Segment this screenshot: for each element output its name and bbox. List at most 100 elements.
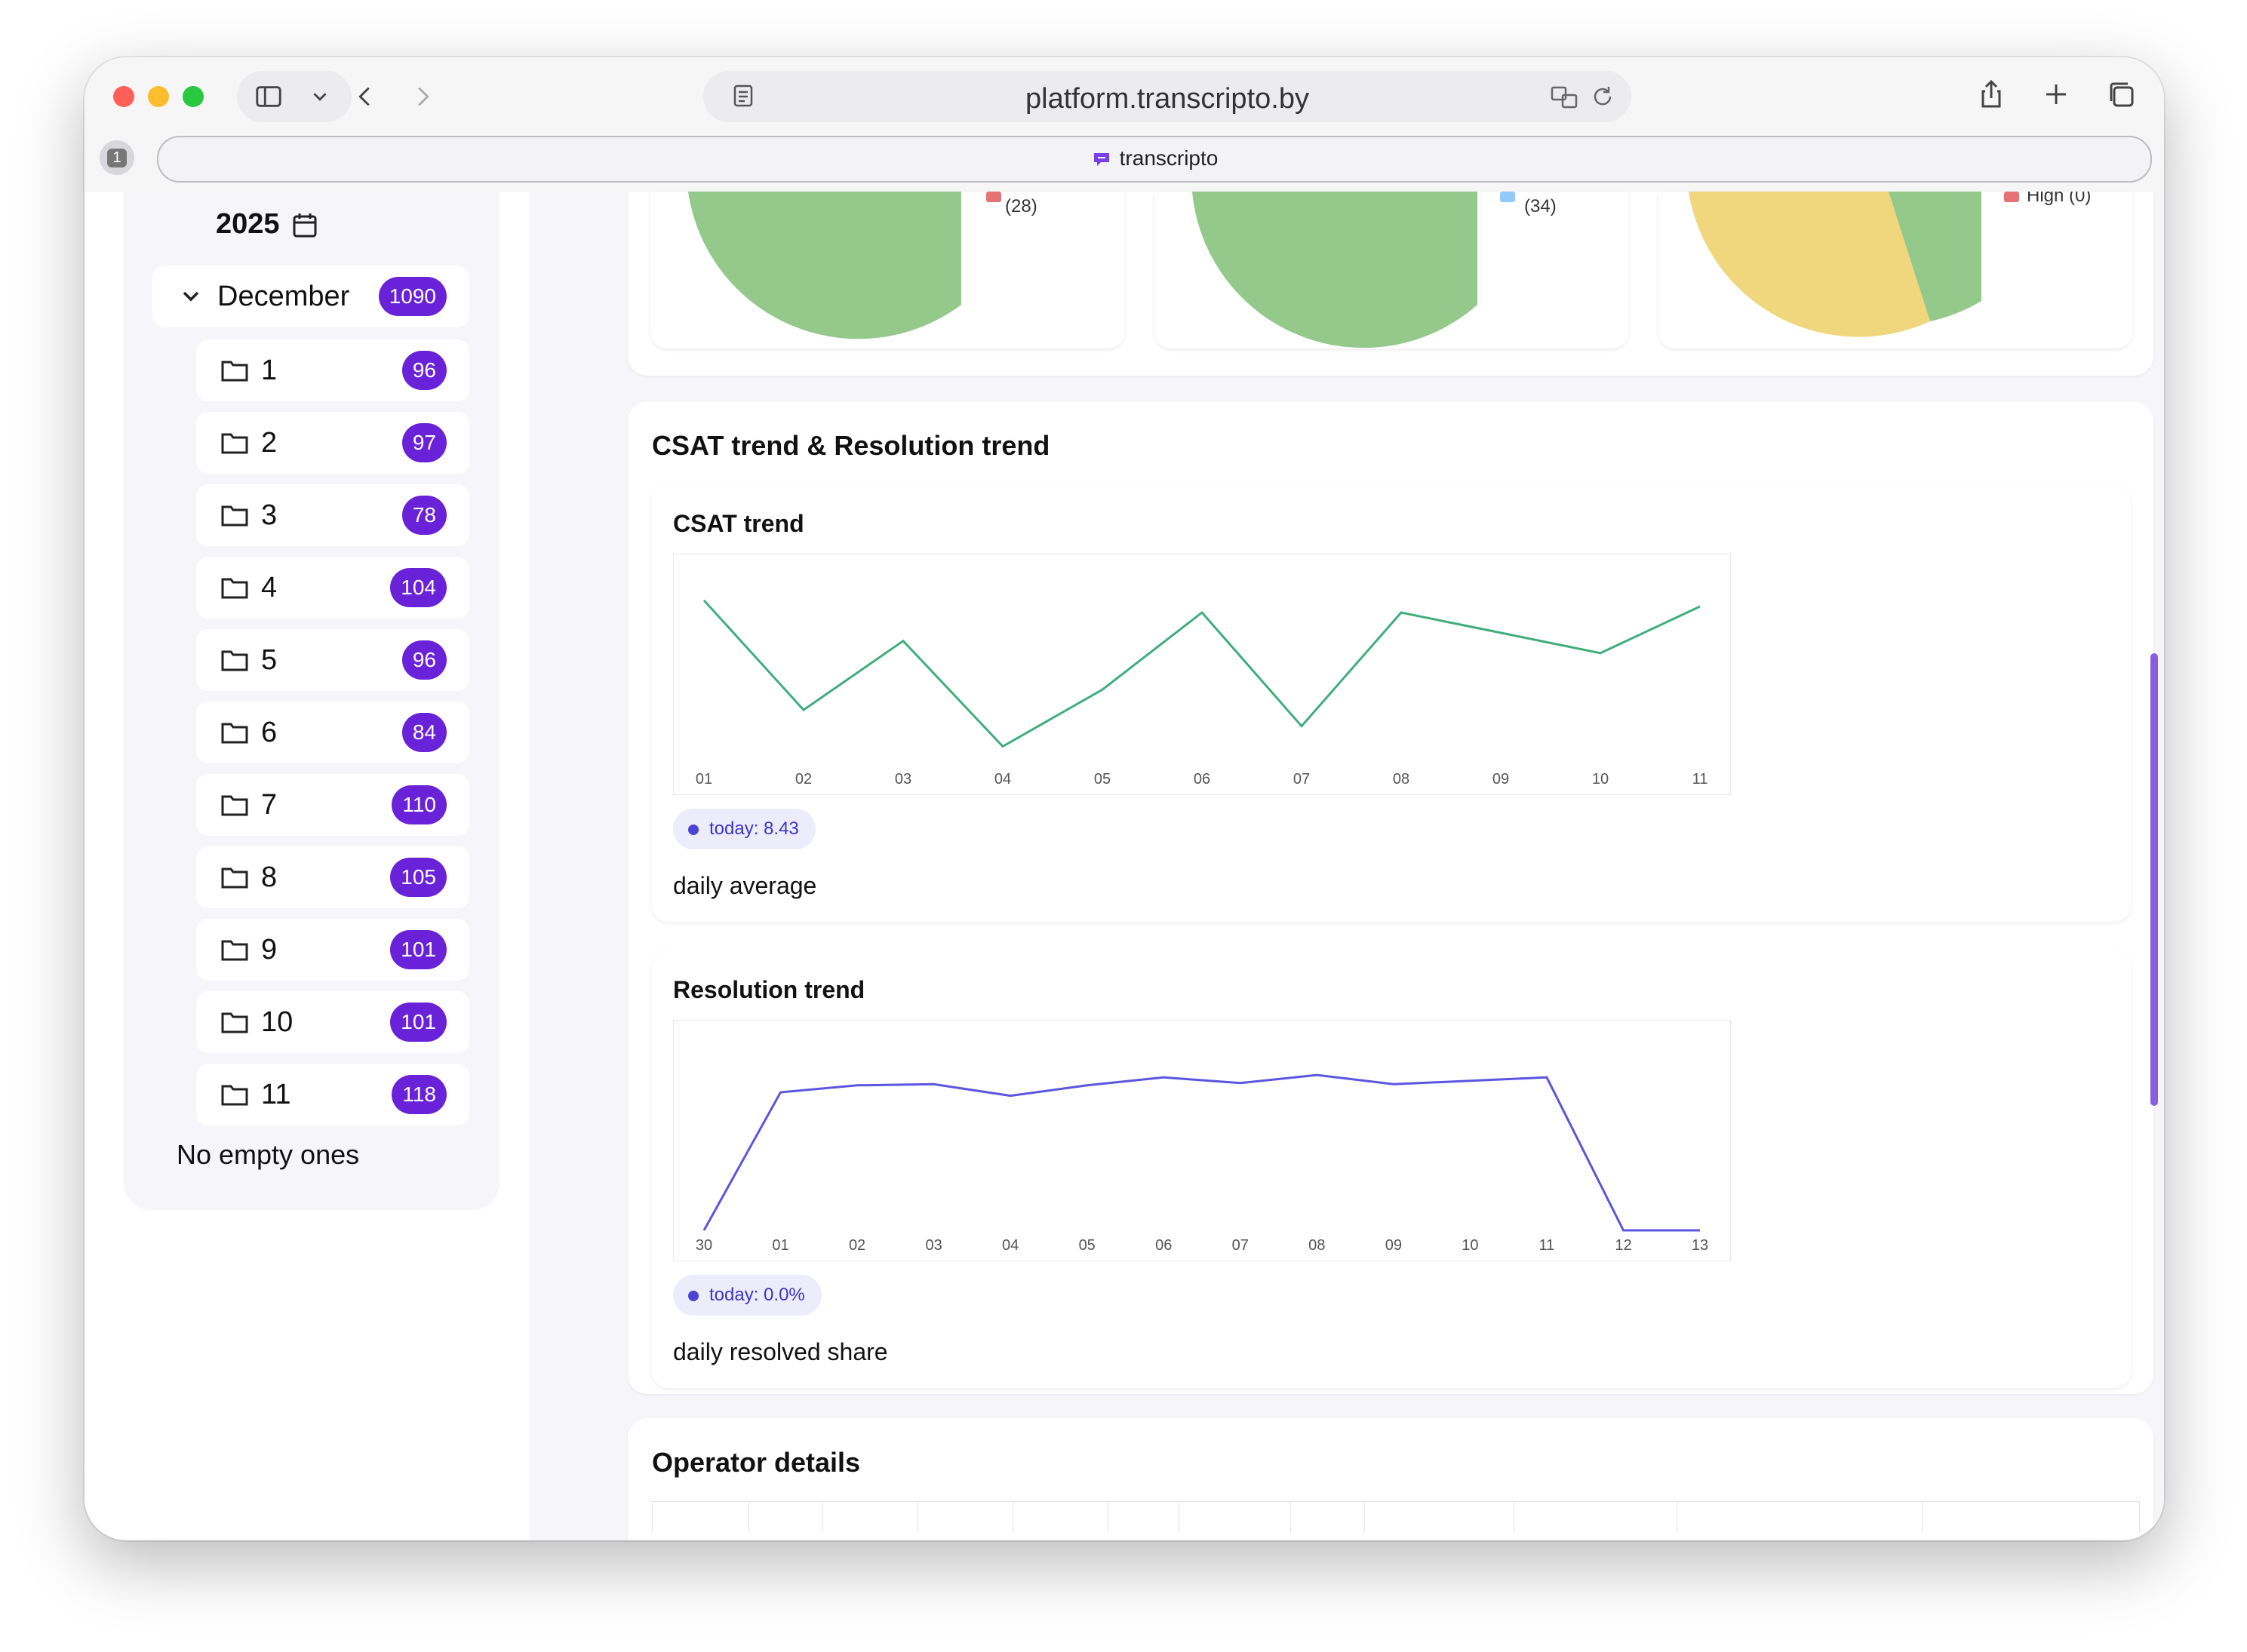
day-item[interactable]: 1 96 bbox=[196, 339, 469, 401]
day-item[interactable]: 9 101 bbox=[196, 919, 469, 981]
resolution-chart-area: 30 01 02 03 04 05 06 07 08 09 10 11 12 13 bbox=[673, 1020, 1731, 1261]
day-item[interactable]: 5 96 bbox=[196, 629, 469, 691]
pie-1-legend: (28) bbox=[1005, 196, 1037, 216]
chevron-down-icon[interactable] bbox=[180, 285, 202, 308]
year-header[interactable]: 2025 bbox=[216, 208, 319, 241]
csat-line-chart: 01 02 03 04 05 06 07 08 09 10 11 bbox=[696, 599, 1708, 788]
page-content: 2025 December 1090 1 96 2 97 3 78 bbox=[85, 192, 2164, 1540]
day-item[interactable]: 6 84 bbox=[196, 702, 469, 763]
tab-overview-icon[interactable] bbox=[2105, 78, 2137, 110]
month-item-december[interactable]: December 1090 bbox=[152, 266, 469, 327]
month-count-badge: 1090 bbox=[378, 277, 447, 316]
x-tick-label: 09 bbox=[1492, 771, 1509, 788]
resolution-today-pill: today: 0.0% bbox=[673, 1275, 822, 1316]
calendar-icon[interactable] bbox=[290, 210, 319, 239]
folder-icon bbox=[221, 1085, 248, 1106]
day-count-badge: 101 bbox=[390, 930, 447, 969]
x-tick-label: 10 bbox=[1462, 1237, 1478, 1254]
folder-icon bbox=[221, 723, 248, 744]
day-item[interactable]: 4 104 bbox=[196, 557, 469, 619]
reload-icon[interactable] bbox=[1591, 84, 1615, 109]
back-arrow-icon[interactable] bbox=[350, 81, 380, 112]
day-item[interactable]: 8 105 bbox=[196, 846, 469, 908]
active-tab[interactable]: transcripto bbox=[157, 136, 2152, 183]
csat-chart-area: 01 02 03 04 05 06 07 08 09 10 11 bbox=[673, 554, 1731, 795]
day-count-badge: 118 bbox=[392, 1075, 447, 1114]
day-item[interactable]: 2 97 bbox=[196, 412, 469, 474]
tab-group-count[interactable]: 1 bbox=[100, 140, 134, 175]
maximize-window-button[interactable] bbox=[183, 86, 204, 107]
day-label: 10 bbox=[261, 1006, 294, 1038]
main-panel: (28) (34) High (0) bbox=[530, 192, 2164, 1540]
pie-slice bbox=[1192, 192, 1477, 349]
day-label: 2 bbox=[261, 426, 278, 459]
pie-slice bbox=[1889, 192, 1981, 321]
empty-days-note: No empty ones bbox=[177, 1139, 360, 1170]
pie-slice bbox=[1689, 192, 1930, 337]
sidebar-toggle-icon[interactable] bbox=[254, 81, 284, 112]
x-tick-label: 03 bbox=[925, 1237, 942, 1254]
resolution-caption: daily resolved share bbox=[673, 1338, 888, 1365]
csat-today-pill: today: 8.43 bbox=[673, 809, 816, 849]
operator-table-header bbox=[652, 1501, 2140, 1532]
page-menu-icon[interactable] bbox=[730, 83, 756, 109]
month-label: December bbox=[217, 280, 350, 312]
forward-arrow-icon[interactable] bbox=[407, 81, 438, 112]
url-text: platform.transcripto.by bbox=[1025, 83, 1309, 115]
day-label: 4 bbox=[261, 571, 278, 603]
pie-slice bbox=[688, 192, 961, 339]
pie-3-legend: High (0) bbox=[2027, 192, 2092, 206]
day-item[interactable]: 10 101 bbox=[196, 991, 469, 1053]
csat-trend-card: CSAT trend 01 02 03 04 05 06 07 08 09 10 11 today:… bbox=[652, 484, 2131, 922]
day-count-badge: 101 bbox=[390, 1003, 447, 1042]
x-tick-label: 08 bbox=[1393, 771, 1409, 788]
day-label: 8 bbox=[261, 861, 278, 893]
csat-caption: daily average bbox=[673, 872, 817, 899]
x-tick-label: 04 bbox=[994, 771, 1011, 788]
day-count-badge: 97 bbox=[401, 423, 447, 462]
day-label: 1 bbox=[261, 354, 278, 386]
csat-trend-title: CSAT trend bbox=[673, 510, 804, 537]
x-tick-label: 02 bbox=[849, 1237, 865, 1254]
chevron-down-icon[interactable] bbox=[305, 81, 335, 112]
x-tick-label: 12 bbox=[1615, 1237, 1631, 1254]
folder-icon bbox=[221, 940, 248, 961]
legend-swatch-red bbox=[2004, 192, 2019, 202]
day-item[interactable]: 7 110 bbox=[196, 774, 469, 836]
day-count-badge: 105 bbox=[390, 858, 447, 897]
sidebar-toggle-group bbox=[237, 71, 352, 122]
day-label: 9 bbox=[261, 933, 278, 966]
window-controls bbox=[113, 86, 204, 107]
pie-card-3: High (0) bbox=[1658, 192, 2132, 349]
day-count-badge: 104 bbox=[390, 568, 447, 607]
share-icon[interactable] bbox=[1975, 78, 2007, 110]
x-tick-label: 07 bbox=[1232, 1237, 1249, 1254]
operator-details-title: Operator details bbox=[652, 1447, 861, 1478]
folder-icon bbox=[221, 1012, 248, 1033]
folder-icon bbox=[221, 361, 248, 382]
day-count-badge: 84 bbox=[401, 713, 447, 752]
year-label: 2025 bbox=[216, 208, 280, 240]
page-scrollbar[interactable] bbox=[2150, 653, 2158, 1106]
pie-chart-3 bbox=[1689, 192, 1981, 337]
address-bar[interactable]: platform.transcripto.by bbox=[703, 71, 1631, 122]
day-item[interactable]: 3 78 bbox=[196, 484, 469, 546]
minimize-window-button[interactable] bbox=[148, 86, 169, 107]
trends-section-title: CSAT trend & Resolution trend bbox=[652, 430, 1050, 461]
x-tick-label: 07 bbox=[1293, 771, 1310, 788]
translate-icon[interactable] bbox=[1550, 84, 1578, 110]
new-tab-icon[interactable] bbox=[2040, 78, 2072, 110]
folder-icon bbox=[221, 795, 248, 816]
legend-swatch-blue bbox=[1500, 192, 1515, 202]
close-window-button[interactable] bbox=[113, 86, 134, 107]
day-item[interactable]: 11 118 bbox=[196, 1064, 469, 1125]
day-count-badge: 78 bbox=[401, 496, 447, 535]
x-tick-label: 02 bbox=[795, 771, 812, 788]
series-line bbox=[702, 599, 1701, 748]
x-tick-label: 05 bbox=[1079, 1237, 1096, 1254]
day-label: 3 bbox=[261, 499, 278, 531]
day-label: 6 bbox=[261, 716, 278, 748]
folder-icon bbox=[221, 433, 248, 454]
folder-icon bbox=[221, 650, 248, 671]
day-count-badge: 110 bbox=[392, 785, 447, 824]
